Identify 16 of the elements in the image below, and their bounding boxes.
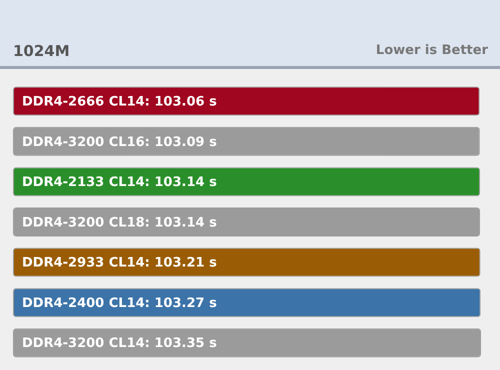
y-tick-label: DDR4-3200 CL18 <box>22 215 145 230</box>
text: Lower is Better <box>376 43 488 58</box>
data-label: : 103.27 s <box>144 296 218 311</box>
data-label: : 103.35 s <box>144 336 218 352</box>
data-label: : 103.21 s <box>144 256 218 271</box>
data-label: : 103.14 s <box>144 175 218 190</box>
data-label: : 103.06 s <box>144 94 218 110</box>
chart-subtitle: 1024M <box>13 42 70 60</box>
y-tick-label: DDR4-3200 CL16 <box>22 134 145 150</box>
y-tick-label: DDR4-2666 CL14 <box>22 94 145 110</box>
y-tick-label: DDR4-2133 CL14 <box>22 175 145 190</box>
y-tick-label: DDR4-2933 CL14 <box>22 256 145 271</box>
data-label: : 103.09 s <box>144 134 218 150</box>
data-label: : 103.14 s <box>144 215 218 230</box>
y-tick-label: DDR4-2400 CL14 <box>22 296 145 311</box>
y-tick-label: DDR4-3200 CL14 <box>22 336 145 352</box>
